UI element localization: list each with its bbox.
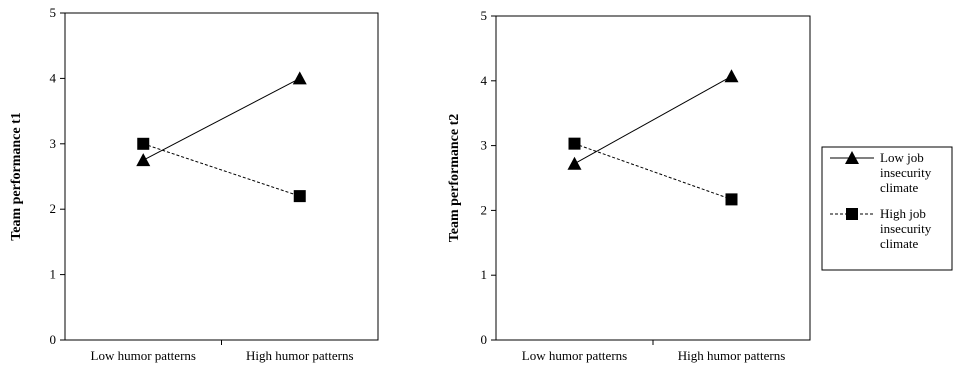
legend-label: insecurity [880,165,932,180]
data-point-triangle [136,153,151,167]
legend-label: climate [880,180,918,195]
y-tick-label: 2 [50,201,57,216]
series-line-square [574,143,732,200]
y-tick-label: 1 [481,267,488,282]
series-line-triangle [574,75,732,165]
y-tick-label: 5 [481,8,488,23]
plot-frame [495,15,811,341]
series-line-triangle [143,77,300,161]
y-axis-label: Team performance t1 [9,112,24,241]
data-point-triangle [292,71,307,85]
legend-label: insecurity [880,221,932,236]
y-tick-label: 4 [481,73,488,88]
x-tick-label: Low humor patterns [522,348,627,363]
data-point-square [568,137,581,150]
data-point-triangle [724,69,739,83]
x-tick-label: Low humor patterns [91,348,196,363]
chart-team-performance-t1: 0 1 2 3 4 5 Low humor patterns High humor patte… [9,5,379,363]
data-point-square [137,137,150,150]
data-point-square [293,190,306,203]
y-axis-label: Team performance t2 [447,114,462,243]
y-tick-label: 4 [50,70,57,85]
y-tick-label: 0 [481,332,488,347]
x-tick-label: High humor patterns [246,348,354,363]
data-point-triangle [567,156,582,170]
y-tick-label: 3 [481,138,488,153]
legend-marker-triangle [845,151,859,164]
legend-label: High job [880,206,926,221]
chart-team-performance-t2: 0 1 2 3 4 5 Low humor patterns High humor patte… [447,8,811,363]
y-tick-label: 2 [481,202,488,217]
y-tick-label: 1 [50,267,57,282]
x-tick-label: High humor patterns [678,348,786,363]
series-line-square [143,143,300,197]
legend-label: Low job [880,150,924,165]
y-tick-label: 3 [50,136,57,151]
y-tick-label: 0 [50,332,57,347]
y-tick-label: 5 [50,5,57,20]
plot-frame [64,12,379,341]
data-point-square [725,193,738,206]
legend-box [821,146,953,271]
legend-label: climate [880,236,918,251]
legend-marker-square [846,208,858,220]
